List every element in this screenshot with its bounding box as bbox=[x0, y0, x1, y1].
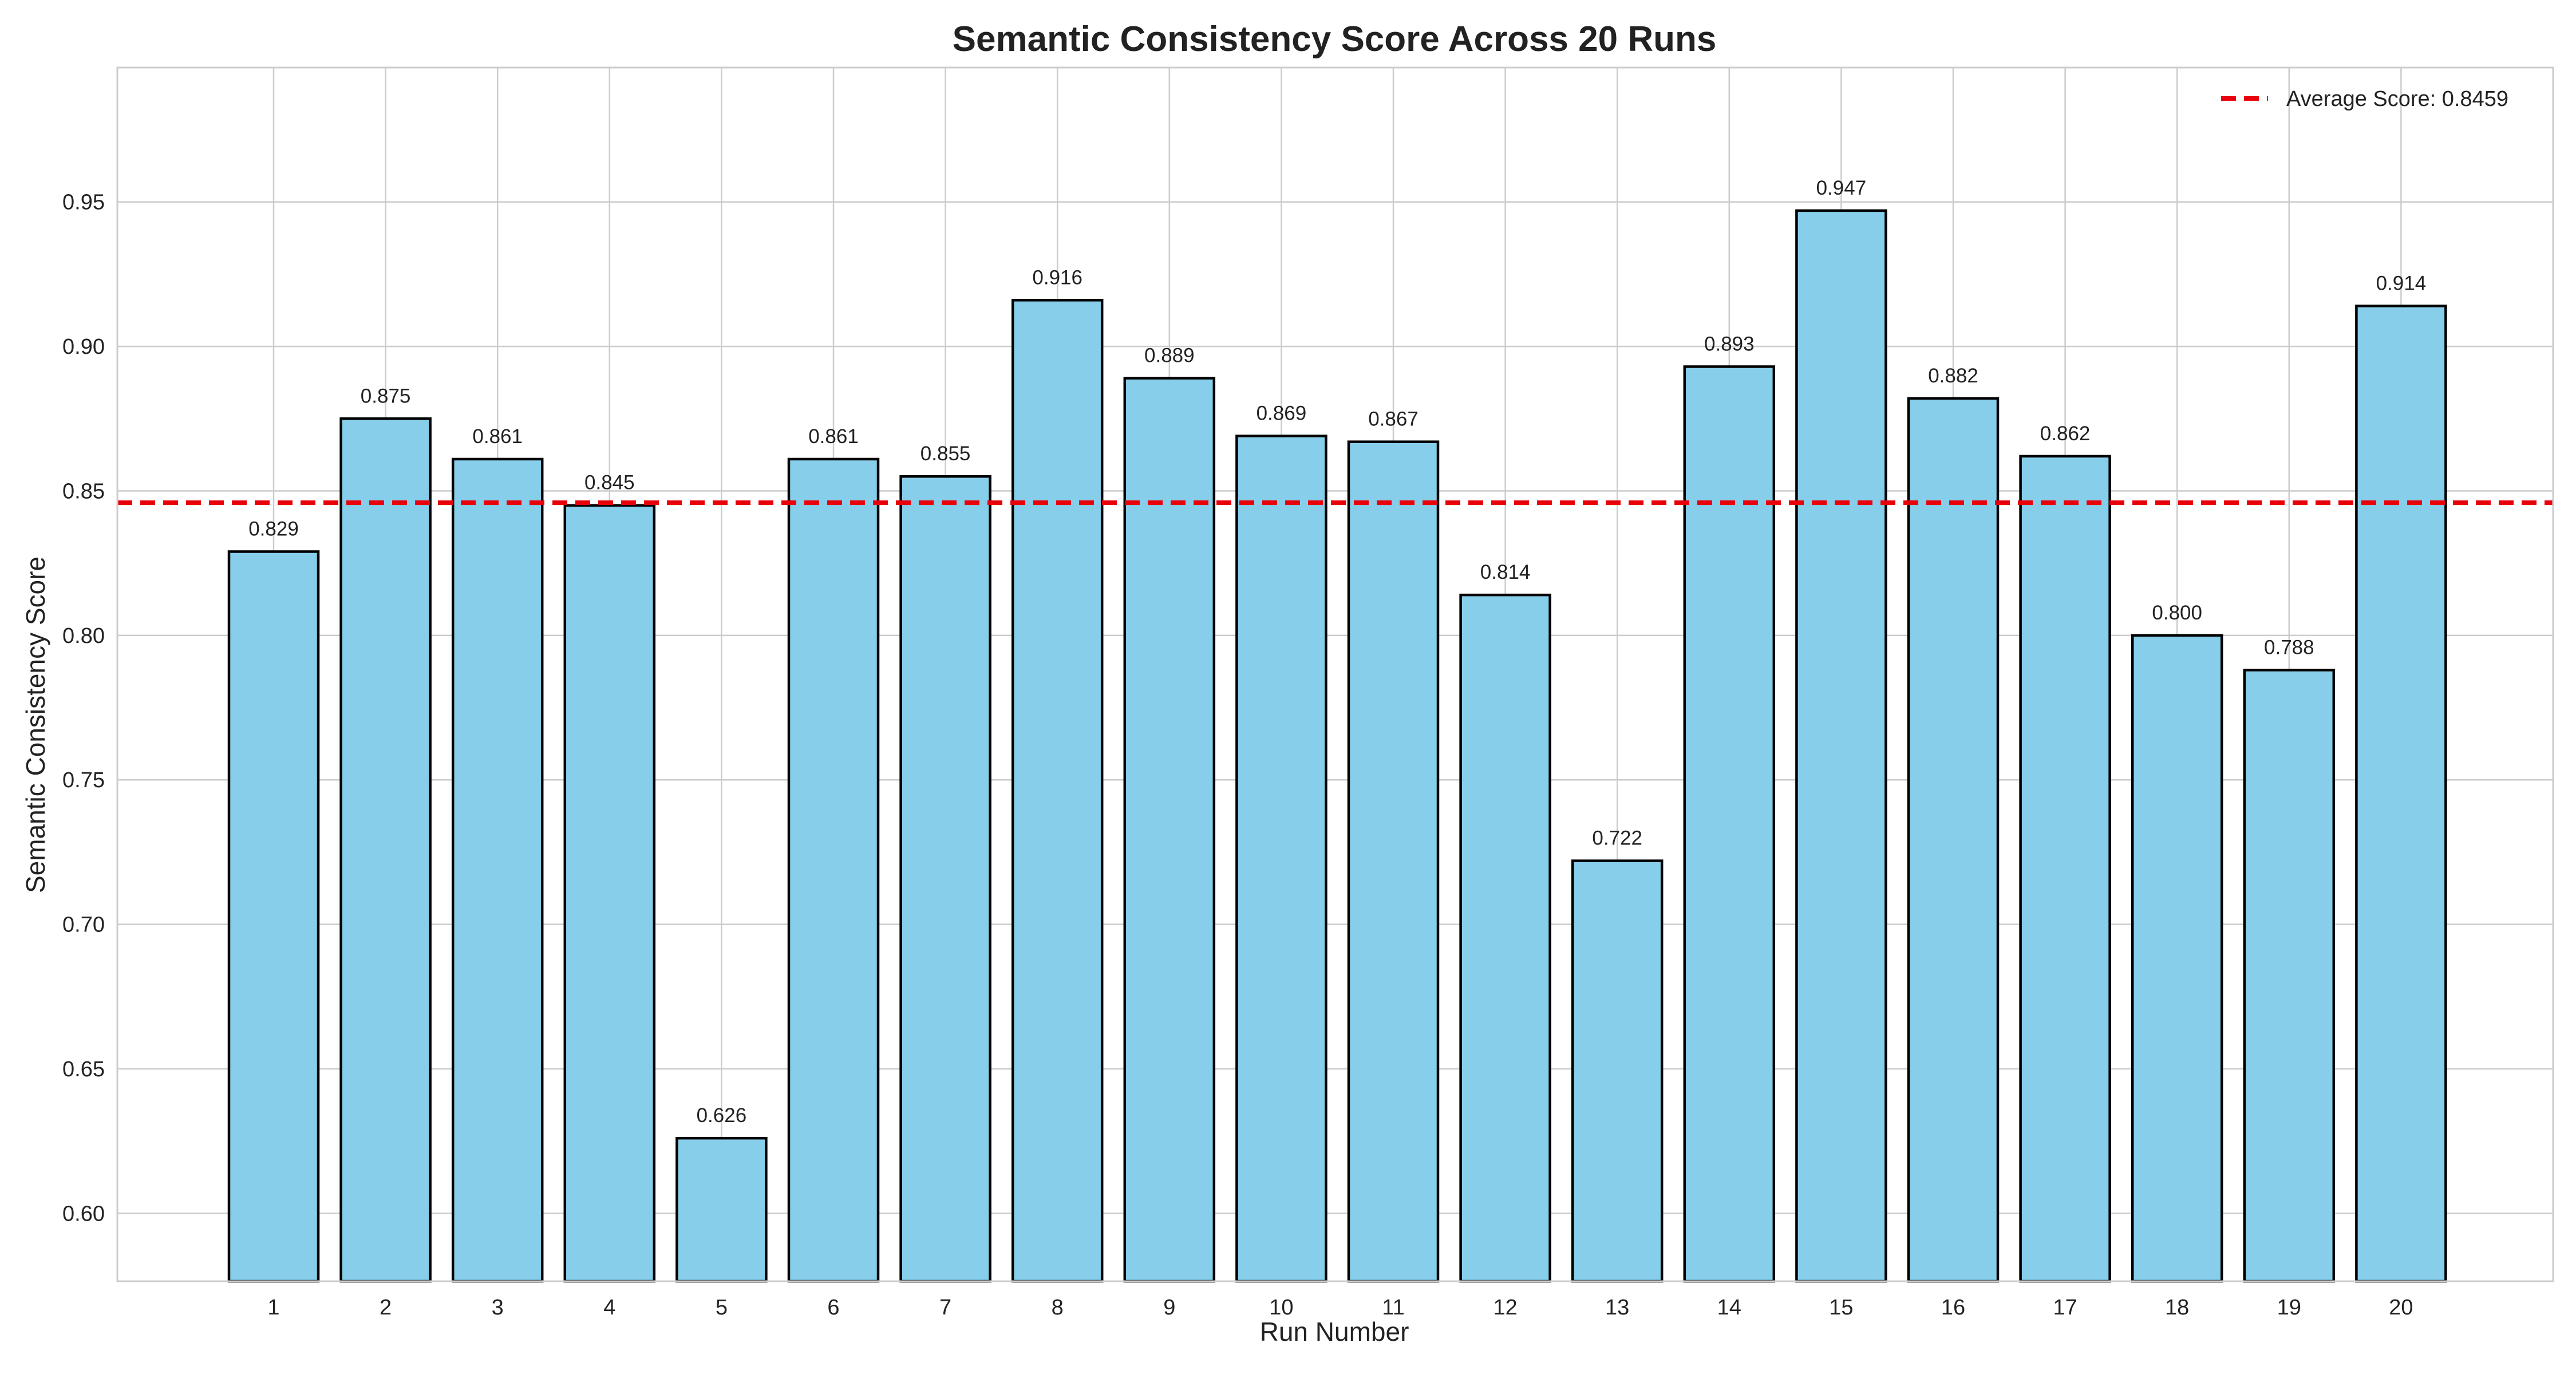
x-tick-label: 10 bbox=[1269, 1296, 1293, 1320]
y-tick-label: 0.90 bbox=[62, 335, 105, 359]
x-tick-labels: 1 2 3 4 5 6 7 8 9 10 11 12 13 14 15 16 17 18 19 20 bbox=[267, 1296, 2413, 1320]
bar-value-labels: 0.829 0.875 0.861 0.845 0.626 0.861 0.855 0.916… bbox=[248, 177, 2426, 1127]
x-tick-label: 9 bbox=[1163, 1296, 1175, 1320]
x-tick-label: 1 bbox=[267, 1296, 279, 1320]
bar bbox=[1795, 209, 1887, 1283]
bar-value-label: 0.875 bbox=[361, 385, 411, 407]
bar bbox=[339, 417, 432, 1283]
y-axis-title: Semantic Consistency Score bbox=[21, 556, 50, 893]
bar bbox=[2243, 669, 2336, 1283]
y-tick-label: 0.75 bbox=[62, 768, 105, 792]
y-tick-label: 0.60 bbox=[62, 1202, 105, 1226]
y-tick-label: 0.85 bbox=[62, 479, 105, 503]
y-tick-label: 0.95 bbox=[62, 191, 105, 215]
bar-value-label: 0.916 bbox=[1032, 266, 1082, 289]
bar bbox=[2355, 305, 2447, 1283]
bar bbox=[227, 550, 320, 1283]
bar bbox=[1459, 593, 1551, 1283]
x-tick-label: 13 bbox=[1605, 1296, 1629, 1320]
bar bbox=[1235, 435, 1327, 1283]
bar bbox=[451, 457, 544, 1283]
x-tick-label: 7 bbox=[939, 1296, 951, 1320]
y-tick-labels: 0.60 0.65 0.70 0.75 0.80 0.85 0.90 0.95 bbox=[62, 191, 105, 1226]
bar bbox=[899, 475, 991, 1283]
x-tick-label: 3 bbox=[492, 1296, 504, 1320]
bar-value-label: 0.862 bbox=[2040, 423, 2091, 445]
legend: Average Score: 0.8459 bbox=[2221, 87, 2508, 111]
bar-value-label: 0.861 bbox=[808, 425, 859, 448]
bar bbox=[1907, 397, 2000, 1283]
bar-value-label: 0.882 bbox=[1928, 365, 1978, 387]
x-tick-label: 11 bbox=[1382, 1296, 1404, 1320]
x-tick-label: 17 bbox=[2053, 1296, 2077, 1320]
x-tick-label: 6 bbox=[827, 1296, 839, 1320]
bar-value-label: 0.722 bbox=[1592, 827, 1642, 850]
bars bbox=[227, 209, 2447, 1283]
x-tick-label: 8 bbox=[1052, 1296, 1064, 1320]
bar bbox=[675, 1136, 768, 1283]
y-tick-label: 0.80 bbox=[62, 624, 105, 648]
x-tick-label: 14 bbox=[1717, 1296, 1741, 1320]
bar-value-label: 0.947 bbox=[1816, 177, 1867, 199]
bar bbox=[1347, 440, 1440, 1283]
bar-value-label: 0.889 bbox=[1144, 345, 1195, 367]
x-tick-label: 5 bbox=[716, 1296, 728, 1320]
x-tick-label: 16 bbox=[1941, 1296, 1965, 1320]
x-tick-label: 20 bbox=[2389, 1296, 2413, 1320]
x-tick-label: 19 bbox=[2277, 1296, 2301, 1320]
bar-value-label: 0.814 bbox=[1480, 561, 1531, 583]
x-tick-label: 12 bbox=[1493, 1296, 1517, 1320]
bar bbox=[1123, 377, 1216, 1283]
bar-value-label: 0.914 bbox=[2376, 272, 2427, 294]
bar-value-label: 0.855 bbox=[920, 443, 971, 465]
bar-value-label: 0.788 bbox=[2264, 636, 2314, 658]
x-axis-title: Run Number bbox=[1260, 1317, 1409, 1347]
bar bbox=[1571, 859, 1664, 1283]
bar-value-label: 0.626 bbox=[697, 1104, 747, 1127]
legend-label-average: Average Score: 0.8459 bbox=[2286, 87, 2508, 111]
x-tick-label: 15 bbox=[1829, 1296, 1853, 1320]
bar bbox=[1011, 299, 1104, 1283]
bar-value-label: 0.800 bbox=[2152, 602, 2202, 624]
bar-value-label: 0.845 bbox=[584, 472, 635, 494]
bar bbox=[2019, 455, 2111, 1283]
bar-value-label: 0.829 bbox=[248, 518, 299, 540]
bar bbox=[1683, 365, 1776, 1283]
x-tick-label: 4 bbox=[603, 1296, 615, 1320]
x-tick-label: 18 bbox=[2165, 1296, 2189, 1320]
y-tick-label: 0.70 bbox=[62, 913, 105, 937]
bar bbox=[787, 457, 880, 1283]
bar-value-label: 0.861 bbox=[472, 425, 523, 448]
bar bbox=[2131, 634, 2223, 1283]
bar-value-label: 0.867 bbox=[1368, 408, 1419, 431]
y-tick-label: 0.65 bbox=[62, 1057, 105, 1081]
bar-value-label: 0.869 bbox=[1257, 402, 1307, 425]
x-tick-label: 2 bbox=[380, 1296, 392, 1320]
bar bbox=[563, 504, 656, 1283]
plot-frame bbox=[116, 66, 2554, 1282]
chart-title: Semantic Consistency Score Across 20 Run… bbox=[953, 19, 1717, 59]
bar-value-label: 0.893 bbox=[1704, 333, 1755, 355]
